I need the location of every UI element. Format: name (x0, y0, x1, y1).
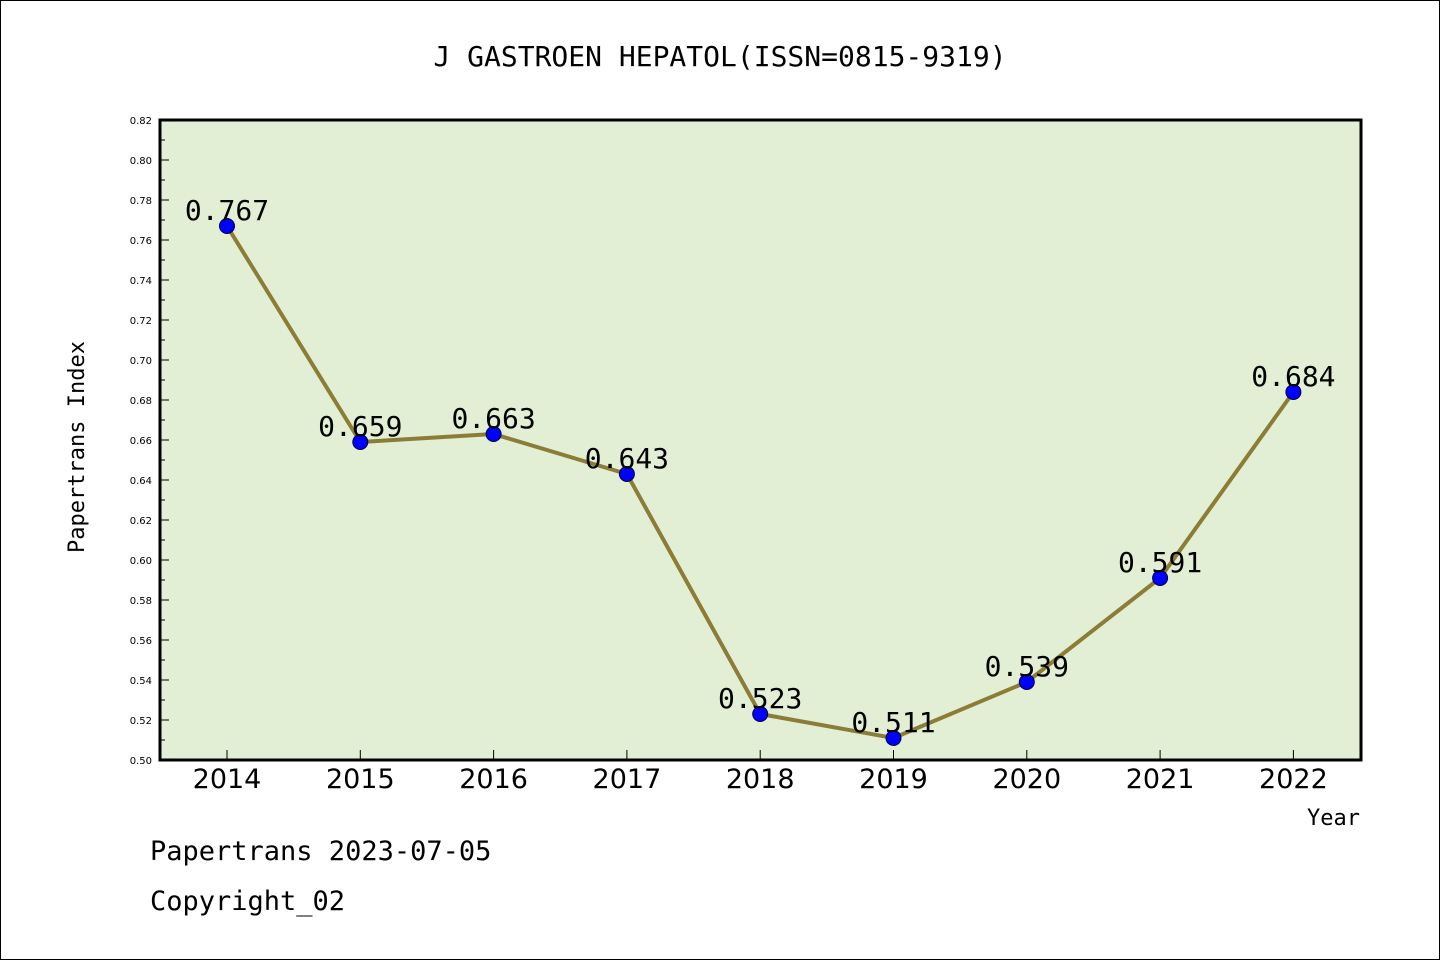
data-label: 0.539 (985, 650, 1069, 683)
y-axis: 0.50 0.52 0.54 0.56 0.58 0.60 0.62 0.64 0.66 0.68… (130, 116, 169, 767)
data-label: 0.591 (1118, 546, 1202, 579)
y-tick-label: 0.72 (130, 316, 152, 327)
x-tick-label: 2021 (1126, 764, 1195, 795)
data-point-marker (1152, 570, 1169, 586)
x-tick-label: 2022 (1259, 764, 1328, 795)
data-point-marker (1018, 674, 1035, 690)
data-label: 0.643 (585, 442, 669, 475)
x-tick-label: 2018 (726, 764, 795, 795)
data-point-marker (485, 426, 502, 442)
x-tick-label: 2016 (459, 764, 528, 795)
x-tick-label: 2020 (992, 764, 1061, 795)
y-tick-label: 0.56 (130, 636, 152, 647)
x-tick-label: 2014 (193, 764, 262, 795)
x-tick-label: 2017 (593, 764, 662, 795)
x-axis: 2014 2015 2016 2017 2018 2019 2020 2021 2022 (193, 750, 1328, 795)
x-tick-label: 2015 (326, 764, 395, 795)
data-label-group: 0.767 0.659 0.663 0.643 0.523 0.511 0.539 0.591… (185, 194, 1336, 739)
y-tick-label: 0.62 (130, 516, 152, 527)
x-tick-label: 2019 (859, 764, 928, 795)
data-label: 0.523 (718, 682, 802, 715)
data-point-marker (752, 706, 769, 722)
y-tick-label: 0.68 (130, 396, 152, 407)
data-point-marker (352, 434, 369, 450)
y-tick-label: 0.78 (130, 196, 152, 207)
y-tick-label: 0.58 (130, 596, 152, 607)
y-tick-label: 0.52 (130, 716, 152, 727)
data-label: 0.767 (185, 194, 269, 227)
y-tick-label: 0.50 (130, 756, 152, 767)
y-tick-label: 0.70 (130, 356, 152, 367)
y-tick-label: 0.66 (130, 436, 152, 447)
data-point-marker (618, 466, 635, 482)
data-point-marker (219, 218, 235, 234)
footer-date: Papertrans 2023-07-05 (150, 836, 492, 867)
data-label: 0.663 (451, 402, 535, 435)
y-tick-label: 0.80 (130, 156, 152, 167)
data-point-marker (1285, 384, 1302, 400)
y-axis-title: Papertrans Index (65, 341, 90, 553)
data-label: 0.659 (318, 410, 402, 443)
chart-title: J GASTROEN HEPATOL(ISSN=0815-9319) (433, 40, 1006, 73)
y-tick-label: 0.76 (130, 236, 152, 247)
data-label: 0.684 (1251, 360, 1335, 393)
y-tick-label: 0.60 (130, 556, 152, 567)
series-line-group (219, 218, 1302, 746)
y-tick-label: 0.82 (130, 116, 152, 127)
y-tick-label: 0.74 (130, 276, 152, 287)
footer-copyright: Copyright_02 (150, 886, 346, 917)
y-tick-label: 0.54 (130, 676, 152, 687)
y-tick-label: 0.64 (130, 476, 152, 487)
x-axis-title: Year (1307, 806, 1360, 831)
data-point-marker (885, 730, 902, 746)
data-label: 0.511 (851, 706, 935, 739)
